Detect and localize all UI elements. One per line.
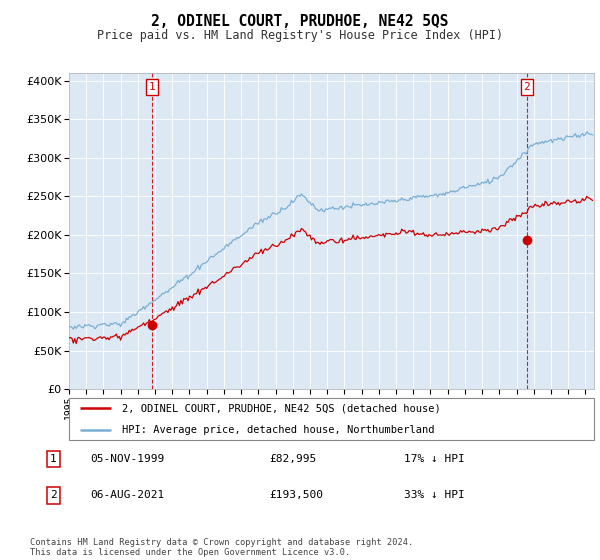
Text: £193,500: £193,500 <box>269 491 323 501</box>
Text: 17% ↓ HPI: 17% ↓ HPI <box>404 454 464 464</box>
Text: 2: 2 <box>50 491 57 501</box>
Text: 1: 1 <box>50 454 57 464</box>
Text: Price paid vs. HM Land Registry's House Price Index (HPI): Price paid vs. HM Land Registry's House … <box>97 29 503 42</box>
Text: Contains HM Land Registry data © Crown copyright and database right 2024.
This d: Contains HM Land Registry data © Crown c… <box>30 538 413 557</box>
Text: 2, ODINEL COURT, PRUDHOE, NE42 5QS (detached house): 2, ODINEL COURT, PRUDHOE, NE42 5QS (deta… <box>121 403 440 413</box>
Text: 1: 1 <box>149 82 155 92</box>
FancyBboxPatch shape <box>69 398 594 440</box>
Text: 2: 2 <box>523 82 530 92</box>
Text: 05-NOV-1999: 05-NOV-1999 <box>91 454 165 464</box>
Text: £82,995: £82,995 <box>269 454 316 464</box>
Text: 06-AUG-2021: 06-AUG-2021 <box>91 491 165 501</box>
Text: 2, ODINEL COURT, PRUDHOE, NE42 5QS: 2, ODINEL COURT, PRUDHOE, NE42 5QS <box>151 14 449 29</box>
Text: 33% ↓ HPI: 33% ↓ HPI <box>404 491 464 501</box>
Text: HPI: Average price, detached house, Northumberland: HPI: Average price, detached house, Nort… <box>121 426 434 435</box>
